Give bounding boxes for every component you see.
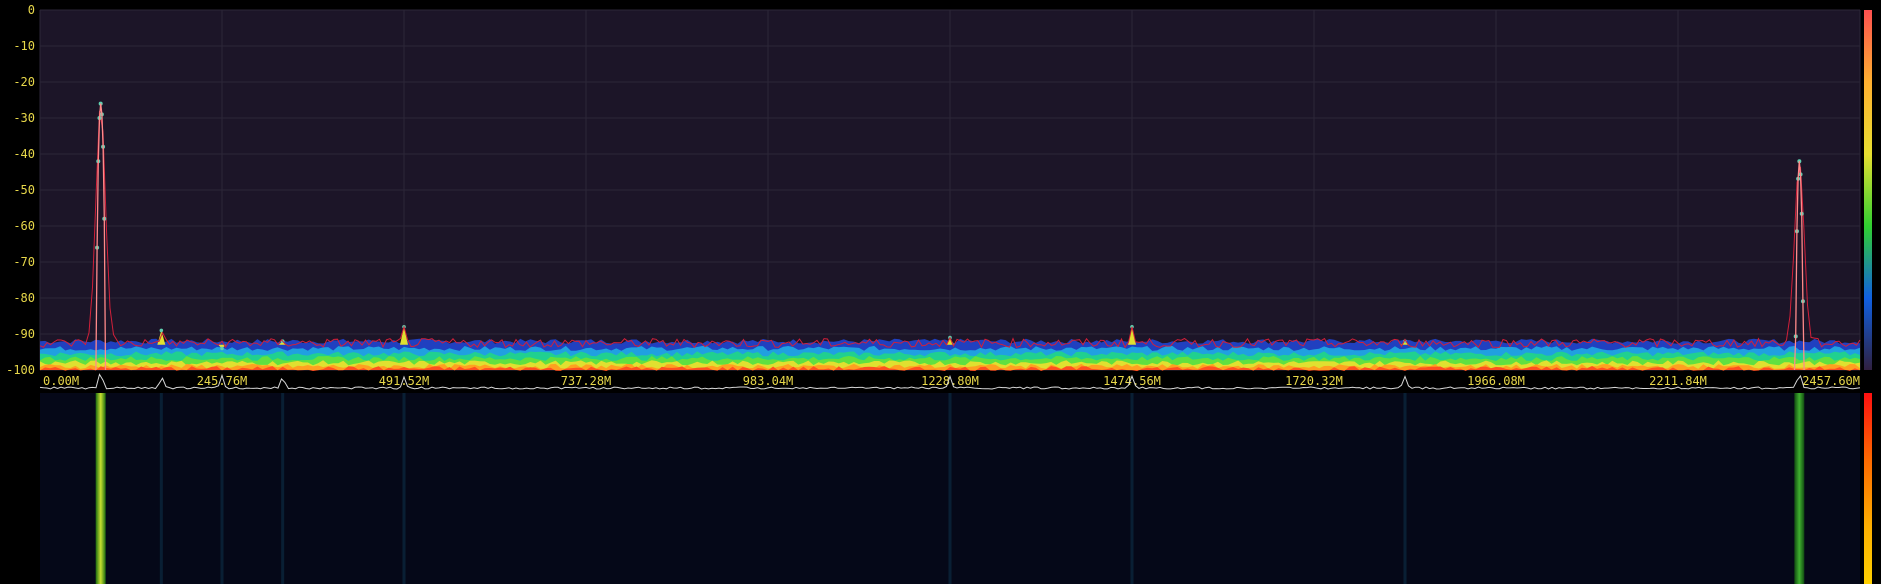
waterfall-spur <box>159 393 163 584</box>
waterfall-carrier <box>1794 393 1805 584</box>
x-tick-label: 1720.32M <box>1285 374 1343 388</box>
y-tick-label: -50 <box>13 183 35 197</box>
max-hold-trace <box>39 110 1861 349</box>
spur-spike <box>400 326 408 345</box>
x-tick-label: 1474.56M <box>1103 374 1161 388</box>
y-tick-label: -20 <box>13 75 35 89</box>
spur-point <box>159 328 164 333</box>
y-axis-ticks: 0 -10 -20 -30 -40 -50 -60 -70 -80 -90 -100 <box>6 3 35 377</box>
x-tick-label: 245.76M <box>197 374 248 388</box>
y-tick-label: -70 <box>13 255 35 269</box>
waterfall-spur <box>281 393 285 584</box>
x-tick-label: 2457.60M <box>1802 374 1860 388</box>
x-tick-label: 1966.08M <box>1467 374 1525 388</box>
y-tick-label: -100 <box>6 363 35 377</box>
waterfall-spur <box>948 393 952 584</box>
noise-band <box>40 366 1860 372</box>
waterfall-lines <box>95 393 1805 584</box>
carrier-trace <box>95 103 107 371</box>
waterfall-spur <box>1130 393 1134 584</box>
y-tick-label: 0 <box>28 3 35 17</box>
x-tick-label: 2211.84M <box>1649 374 1707 388</box>
x-axis-ticks: 0.00M 245.76M 491.52M 737.28M 983.04M 1228.80… <box>43 374 1860 388</box>
x-tick-label: 983.04M <box>743 374 794 388</box>
y-tick-label: -40 <box>13 147 35 161</box>
carrier-trace <box>1793 161 1805 371</box>
x-tick-label: 737.28M <box>561 374 612 388</box>
colorbar-top <box>1864 10 1872 370</box>
colorbar-bottom <box>1864 393 1872 584</box>
x-tick-label: 0.00M <box>43 374 79 388</box>
waterfall-spur <box>1403 393 1407 584</box>
average-trace <box>39 373 1861 390</box>
x-tick-label: 1228.80M <box>921 374 979 388</box>
y-tick-label: -10 <box>13 39 35 53</box>
y-tick-label: -30 <box>13 111 35 125</box>
y-tick-label: -90 <box>13 327 35 341</box>
noise-band <box>40 363 1860 370</box>
peak-markers <box>95 101 1805 371</box>
waterfall-carrier <box>95 393 106 584</box>
x-tick-label: 491.52M <box>379 374 430 388</box>
y-tick-label: -80 <box>13 291 35 305</box>
y-tick-label: -60 <box>13 219 35 233</box>
noise-floor-band <box>40 338 1860 372</box>
waterfall-spur <box>402 393 406 584</box>
spur-spike <box>218 344 226 349</box>
spur-spike <box>1128 326 1136 345</box>
spur-point <box>220 346 224 351</box>
waterfall-spur <box>220 393 224 584</box>
